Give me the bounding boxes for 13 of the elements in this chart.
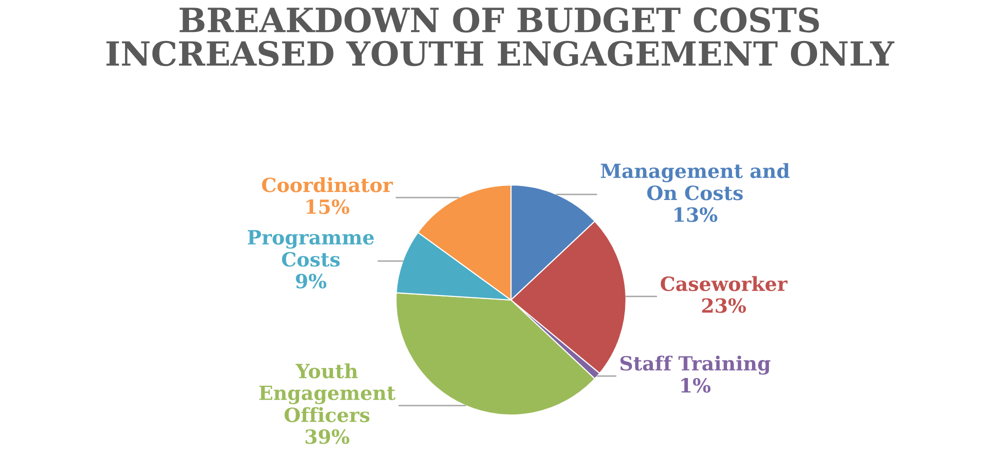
slice-label: Management and On Costs	[600, 163, 790, 200]
slice-label: Youth Engagement Officers	[259, 363, 396, 422]
data-label: 39%	[306, 429, 350, 444]
slice-label: Coordinator	[262, 177, 393, 192]
data-label: 23%	[702, 298, 746, 313]
chart-title: BREAKDOWN OF BUDGET COSTS INCREASED YOUTH ENGAGEMENT ONLY	[106, 7, 894, 66]
data-label: 13%	[674, 207, 718, 222]
slice-label: Caseworker	[660, 276, 788, 292]
data-label: 9%	[296, 274, 326, 288]
slice-label: Staff Training	[620, 356, 770, 375]
data-label: 1%	[681, 378, 711, 393]
data-label: 15%	[306, 199, 350, 214]
slice-label: Programme Costs	[248, 230, 374, 267]
